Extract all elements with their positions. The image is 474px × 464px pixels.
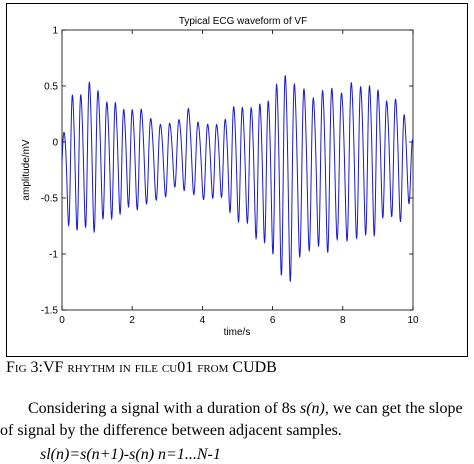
x-tick-label: 4 (200, 315, 206, 326)
y-axis-label: amplitude/mV (21, 139, 32, 200)
y-tick-label: -1.5 (41, 306, 59, 317)
y-tick-label: 0 (52, 138, 58, 149)
signal-symbol: s(n) (299, 400, 325, 417)
x-axis-label: time/s (224, 327, 251, 338)
x-tick-label: 10 (407, 315, 419, 326)
y-tick-label: 1 (52, 26, 58, 37)
caption-prefix: F (6, 359, 15, 376)
x-tick-label: 2 (129, 315, 135, 326)
body-paragraph: Considering a signal with a duration of … (0, 398, 474, 442)
x-tick-label: 8 (340, 315, 346, 326)
y-tick-label: -0.5 (41, 194, 59, 205)
paragraph-start: Considering a signal with a duration of … (28, 400, 300, 417)
ecg-chart: Typical ECG waveform of VF 0 2 4 6 8 1010.50-… (21, 16, 419, 338)
y-tick-label: -1 (49, 250, 58, 261)
caption-label: ig (14, 359, 27, 376)
slope-equation: sl(n)=s(n+1)-s(n) n=1...N-1 (40, 446, 221, 463)
paragraph-end: , we can get the slope of signal by the … (0, 400, 463, 439)
x-tick-label: 0 (59, 315, 65, 326)
plot-area (61, 29, 414, 311)
chart-title: Typical ECG waveform of VF (179, 16, 307, 27)
x-tick-label: 6 (270, 315, 276, 326)
caption-text: VF rhythm in file cu01 from (42, 359, 233, 376)
figure-caption: Fig 3:VF rhythm in file cu01 from CUDB (6, 359, 468, 377)
caption-source: CUDB (232, 359, 277, 376)
caption-number: 3: (26, 359, 43, 376)
ecg-signal-line (61, 75, 414, 283)
y-tick-label: 0.5 (44, 82, 58, 93)
figure-frame: Typical ECG waveform of VF 0 2 4 6 8 10 1 0.5 0-… (6, 3, 468, 357)
